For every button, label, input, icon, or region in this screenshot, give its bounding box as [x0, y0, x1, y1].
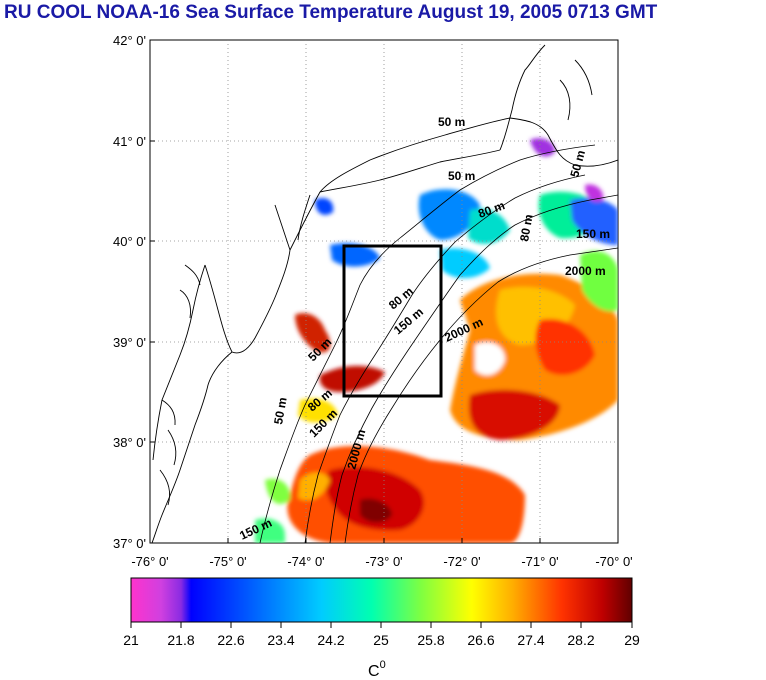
sst-patch-ne-blue	[570, 198, 618, 245]
colorbar-tick-label: 21	[123, 632, 139, 648]
longitude-labels: -76° 0' -75° 0' -74° 0' -73° 0' -72° 0' …	[131, 554, 632, 569]
colorbar: 21 21.8 22.6 23.4 24.2 25 25.8 26.6 27.4…	[123, 577, 640, 680]
contour-label: 2000 m	[565, 264, 606, 278]
colorbar-unit-base: C	[368, 663, 380, 680]
colorbar-tick-label: 26.6	[467, 632, 494, 648]
sst-patch-sw-green	[255, 518, 285, 543]
contour-label: 50 m	[448, 169, 475, 183]
colorbar-tick-label: 27.4	[517, 632, 544, 648]
contour-label: 80 m	[517, 213, 536, 242]
contour-label: 50 m	[271, 396, 290, 425]
contour-label: 150 m	[576, 227, 610, 241]
lon-tick-label: -75° 0'	[209, 554, 246, 569]
colorbar-gradient	[130, 577, 633, 623]
colorbar-tick-label: 29	[624, 632, 640, 648]
lon-tick-label: -70° 0'	[595, 554, 632, 569]
colorbar-tick-label: 24.2	[317, 632, 344, 648]
sst-patch-shelf-yellow	[298, 398, 338, 423]
sst-patch-north-cyan	[468, 208, 510, 244]
colorbar-tick-label: 23.4	[267, 632, 294, 648]
lat-tick-label: 38° 0'	[113, 435, 146, 450]
lat-tick-label: 41° 0'	[113, 134, 146, 149]
lon-tick-label: -76° 0'	[131, 554, 168, 569]
colorbar-tick-label: 25.8	[417, 632, 444, 648]
colorbar-tick-label: 22.6	[217, 632, 244, 648]
sst-patch-south-edge	[298, 472, 330, 501]
lon-tick-label: -72° 0'	[443, 554, 480, 569]
sst-patch-inshore-red	[295, 313, 331, 353]
latitude-labels: 42° 0' 41° 0' 40° 0' 39° 0' 38° 0' 37° 0…	[113, 33, 146, 551]
coastline	[151, 44, 618, 543]
lat-tick-label: 40° 0'	[113, 234, 146, 249]
sst-patch-east-red	[535, 319, 595, 375]
colorbar-unit: C0	[368, 659, 386, 680]
colorbar-ticks	[130, 622, 633, 628]
contour-label: 50 m	[438, 115, 465, 129]
sst-patch-east-hot	[468, 389, 560, 440]
lat-tick-label: 37° 0'	[113, 536, 146, 551]
sst-patch-north-blue	[418, 189, 480, 240]
sst-patch-shelf-red	[319, 365, 385, 392]
lon-tick-label: -73° 0'	[365, 554, 402, 569]
sst-patch-coastal-blue	[315, 198, 334, 215]
sst-patch-south-hot	[325, 466, 424, 531]
contour-label: 50 m	[567, 149, 588, 179]
lat-tick-label: 39° 0'	[113, 335, 146, 350]
chart-title: RU COOL NOAA-16 Sea Surface Temperature …	[4, 2, 658, 23]
colorbar-unit-sup: 0	[380, 659, 386, 671]
colorbar-tick-label: 25	[373, 632, 389, 648]
lon-tick-label: -71° 0'	[521, 554, 558, 569]
sst-patch-ne-purple	[585, 184, 604, 202]
sst-patch-east-green	[580, 250, 618, 312]
colorbar-tick-label: 28.2	[567, 632, 594, 648]
sst-patch-mid-cyan	[440, 248, 490, 279]
lon-tick-label: -74° 0'	[287, 554, 324, 569]
colorbar-tick-label: 21.8	[167, 632, 194, 648]
axis-ticks	[150, 39, 541, 544]
study-area-box	[342, 244, 443, 398]
sst-patch-nne-purple	[530, 138, 555, 157]
lat-tick-label: 42° 0'	[113, 33, 146, 48]
